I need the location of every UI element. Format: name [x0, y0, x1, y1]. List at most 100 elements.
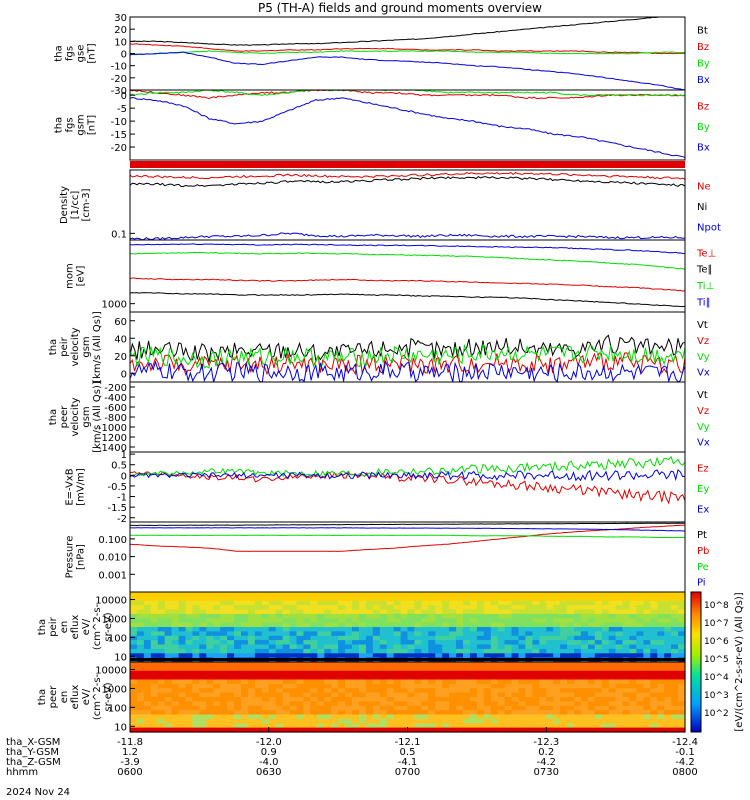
- heatmap-cell: [483, 662, 492, 667]
- heatmap-cell: [338, 666, 346, 672]
- heatmap-cell: [428, 727, 436, 733]
- heatmap-cell: [310, 600, 318, 606]
- heatmap-cell: [157, 596, 166, 602]
- heatmap-cell: [587, 701, 596, 707]
- heatmap-cell: [442, 705, 450, 711]
- ytick-label: 0.001: [98, 570, 127, 581]
- figure-title: P5 (TH-A) fields and ground moments over…: [258, 1, 542, 15]
- heatmap-cell: [553, 670, 561, 676]
- heatmap-cell: [150, 697, 159, 702]
- heatmap-cell: [629, 718, 637, 724]
- heatmap-cell: [150, 592, 159, 597]
- heatmap-cell: [317, 666, 325, 672]
- heatmap-cell: [254, 723, 263, 729]
- heatmap-cell: [234, 653, 242, 659]
- heatmap-cell: [587, 653, 596, 659]
- heatmap-cell: [296, 635, 304, 641]
- heatmap-cell: [428, 648, 436, 654]
- heatmap-cell: [511, 679, 520, 685]
- heatmap-cell: [594, 714, 603, 720]
- heatmap-cell: [483, 710, 492, 716]
- heatmap-cell: [567, 710, 575, 716]
- heatmap-cell: [220, 718, 228, 724]
- heatmap-cell: [469, 618, 478, 624]
- heatmap-cell: [428, 714, 436, 720]
- heatmap-cell: [303, 653, 311, 659]
- heatmap-cell: [407, 697, 415, 702]
- legend-label: Npot: [697, 223, 721, 234]
- heatmap-cell: [185, 662, 193, 667]
- heatmap-cell: [428, 688, 436, 694]
- ytick-label: -20: [111, 74, 127, 85]
- heatmap-cell: [331, 714, 339, 720]
- heatmap-cell: [678, 600, 686, 606]
- heatmap-cell: [261, 631, 270, 637]
- heatmap-cell: [539, 635, 547, 641]
- heatmap-cell: [650, 710, 658, 716]
- heatmap-cell: [490, 705, 499, 711]
- heatmap-cell: [261, 653, 270, 659]
- heatmap-cell: [261, 618, 270, 624]
- ytick-label: 0.1: [111, 229, 127, 240]
- heatmap-cell: [525, 631, 533, 637]
- heatmap-cell: [629, 596, 637, 602]
- heatmap-cell: [143, 701, 152, 707]
- heatmap-cell: [150, 609, 159, 615]
- heatmap-cell: [421, 592, 429, 597]
- heatmap-cell: [157, 710, 166, 716]
- legend-label: Ne: [697, 181, 711, 192]
- heatmap-cell: [289, 705, 298, 711]
- heatmap-cell: [241, 675, 249, 681]
- heatmap-cell: [254, 666, 263, 672]
- heatmap-cell: [587, 635, 596, 641]
- heatmap-cell: [463, 710, 471, 716]
- heatmap-cell: [469, 683, 478, 689]
- heatmap-cell: [206, 653, 214, 659]
- heatmap-cell: [317, 688, 325, 694]
- heatmap-cell: [254, 710, 263, 716]
- heatmap-cell: [261, 679, 270, 685]
- heatmap-cell: [178, 662, 187, 667]
- heatmap-cell: [553, 727, 561, 733]
- heatmap-cell: [601, 675, 610, 681]
- heatmap-cell: [629, 648, 637, 654]
- heatmap-cell: [310, 727, 318, 733]
- heatmap-cell: [650, 723, 658, 729]
- heatmap-cell: [282, 648, 291, 654]
- heatmap-cell: [629, 622, 637, 628]
- heatmap-cell: [463, 613, 471, 619]
- heatmap-cell: [407, 622, 415, 628]
- heatmap-cell: [497, 666, 506, 672]
- heatmap-cell: [213, 605, 221, 611]
- heatmap-cell: [206, 679, 214, 685]
- heatmap-cell: [587, 662, 596, 667]
- heatmap-cell: [386, 627, 395, 632]
- heatmap-cell: [643, 613, 651, 619]
- heatmap-cell: [345, 600, 353, 606]
- heatmap-cell: [345, 688, 353, 694]
- heatmap-cell: [136, 596, 145, 602]
- heatmap-cell: [220, 600, 228, 606]
- heatmap-cell: [421, 631, 429, 637]
- heatmap-cell: [400, 605, 409, 611]
- heatmap-cell: [671, 701, 679, 707]
- heatmap-cell: [338, 613, 346, 619]
- heatmap-cell: [206, 718, 214, 724]
- heatmap-cell: [234, 679, 242, 685]
- ylabel-line: [cm-3]: [81, 188, 92, 221]
- heatmap-cell: [289, 627, 298, 632]
- legend-label: Vy: [697, 422, 710, 433]
- heatmap-cell: [345, 701, 353, 707]
- heatmap-cell: [317, 613, 325, 619]
- heatmap-cell: [608, 666, 617, 672]
- heatmap-cell: [525, 592, 533, 597]
- heatmap-cell: [574, 666, 582, 672]
- heatmap-cell: [358, 692, 367, 698]
- heatmap-cell: [608, 705, 617, 711]
- heatmap-cell: [358, 644, 367, 650]
- heatmap-cell: [130, 631, 138, 637]
- heatmap-cell: [546, 635, 554, 641]
- heatmap-cell: [539, 622, 547, 628]
- series-line-fgs-gsm-Bx: [129, 96, 686, 158]
- heatmap-cell: [386, 727, 395, 733]
